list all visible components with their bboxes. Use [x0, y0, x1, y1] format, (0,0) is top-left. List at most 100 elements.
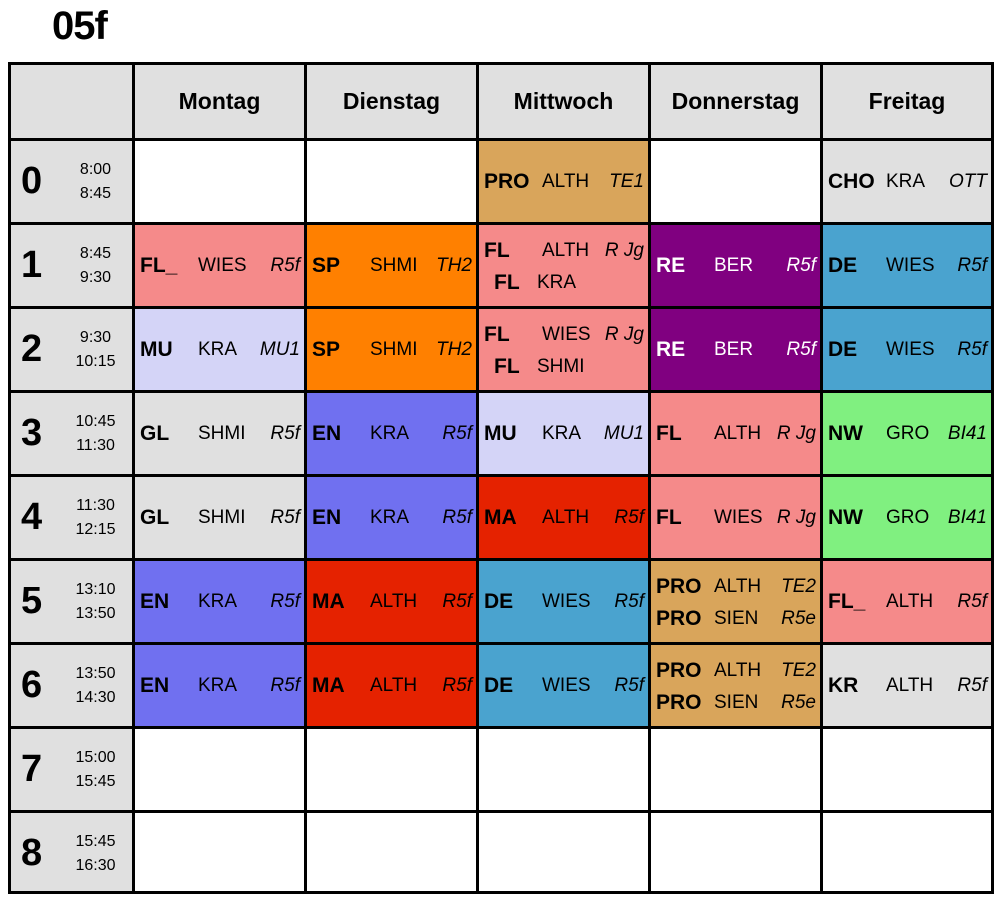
lesson-cell[interactable]: NW GRO BI41: [823, 393, 991, 474]
lesson-cell[interactable]: DE WIES R5f: [823, 309, 991, 390]
lesson-cell[interactable]: FL_ ALTH R5f: [823, 561, 991, 642]
lesson-cell[interactable]: PRO ALTH TE2 PRO SIEN R5e: [651, 645, 820, 726]
period-label: 6 13:50 14:30: [11, 645, 132, 726]
lesson-cell[interactable]: [307, 141, 476, 222]
teacher-code: KRA: [198, 338, 238, 360]
teacher-code: KRA: [542, 422, 582, 444]
lesson-cell[interactable]: EN KRA R5f: [135, 645, 304, 726]
lesson-cell[interactable]: EN KRA R5f: [307, 393, 476, 474]
lesson-cell[interactable]: [823, 813, 991, 891]
room-code: R Jg: [604, 324, 644, 345]
lesson-cell[interactable]: DE WIES R5f: [823, 225, 991, 306]
lesson-cell[interactable]: MU KRA MU1: [479, 393, 648, 474]
lesson-cell[interactable]: PRO ALTH TE2 PRO SIEN R5e: [651, 561, 820, 642]
lesson-cell[interactable]: MU KRA MU1: [135, 309, 304, 390]
period-end-time: 16:30: [75, 856, 116, 874]
room-code: TE2: [781, 660, 816, 681]
period-number: 0: [21, 160, 43, 202]
teacher-code: WIES: [714, 506, 763, 528]
lesson-cell[interactable]: PRO ALTH TE1: [479, 141, 648, 222]
lesson-cell[interactable]: [651, 729, 820, 810]
teacher-code: WIES: [542, 324, 591, 345]
lesson-cell[interactable]: [135, 729, 304, 810]
lesson-entry: FL ALTH R Jg: [484, 237, 644, 265]
teacher-code: SHMI: [198, 506, 246, 528]
lesson-cell[interactable]: DE WIES R5f: [479, 561, 648, 642]
room-code: MU1: [259, 338, 300, 360]
lesson-cell[interactable]: RE BER R5f: [651, 309, 820, 390]
lesson-cell[interactable]: FL WIES R Jg: [651, 477, 820, 558]
room-code: R Jg: [776, 422, 816, 444]
teacher-code: SIEN: [714, 608, 759, 629]
teacher-code: KRA: [537, 272, 577, 293]
page-title: 05f: [52, 4, 108, 48]
lesson-cell[interactable]: FL_ WIES R5f: [135, 225, 304, 306]
lesson-cell[interactable]: EN KRA R5f: [307, 477, 476, 558]
period-times: 8:00 8:45: [65, 141, 126, 222]
lesson-entry: SP SHMI TH2: [312, 336, 472, 364]
lesson-cell[interactable]: [307, 729, 476, 810]
lesson-cell[interactable]: NW GRO BI41: [823, 477, 991, 558]
teacher-code: ALTH: [370, 590, 418, 612]
period-start-time: 15:00: [75, 748, 116, 766]
teacher-code: WIES: [198, 254, 247, 276]
teacher-code: GRO: [886, 422, 930, 444]
lesson-cell[interactable]: RE BER R5f: [651, 225, 820, 306]
period-label: 4 11:30 12:15: [11, 477, 132, 558]
room-code: R Jg: [776, 506, 816, 528]
lesson-cell[interactable]: FL WIES R Jg FL SHMI: [479, 309, 648, 390]
teacher-code: SHMI: [370, 338, 418, 360]
lesson-entry: PRO ALTH TE2: [656, 573, 816, 601]
lesson-cell[interactable]: SP SHMI TH2: [307, 309, 476, 390]
teacher-code: BER: [714, 254, 754, 276]
subject-code: MU: [140, 337, 173, 361]
subject-code: DE: [828, 337, 858, 361]
lesson-cell[interactable]: [823, 729, 991, 810]
lesson-cell[interactable]: MA ALTH R5f: [479, 477, 648, 558]
lesson-cell[interactable]: [135, 141, 304, 222]
period-label: 1 8:45 9:30: [11, 225, 132, 306]
header-corner: [11, 65, 132, 138]
lesson-cell[interactable]: [479, 729, 648, 810]
lesson-cell[interactable]: EN KRA R5f: [135, 561, 304, 642]
lesson-cell[interactable]: DE WIES R5f: [479, 645, 648, 726]
lesson-cell[interactable]: SP SHMI TH2: [307, 225, 476, 306]
lesson-cell[interactable]: CHO KRA OTT: [823, 141, 991, 222]
teacher-code: GRO: [886, 506, 930, 528]
lesson-entry: EN KRA R5f: [140, 672, 300, 700]
period-end-time: 12:15: [75, 520, 116, 538]
lesson-entry: MA ALTH R5f: [484, 504, 644, 532]
teacher-code: SHMI: [537, 356, 585, 377]
subject-code: MA: [484, 505, 517, 529]
lesson-cell[interactable]: MA ALTH R5f: [307, 561, 476, 642]
lesson-entry: NW GRO BI41: [828, 504, 987, 532]
day-header: Donnerstag: [651, 65, 820, 138]
lesson-cell[interactable]: FL ALTH R Jg FL KRA: [479, 225, 648, 306]
lesson-cell[interactable]: GL SHMI R5f: [135, 393, 304, 474]
subject-code: PRO: [484, 169, 530, 193]
subject-code: FL_: [140, 253, 178, 277]
lesson-cell[interactable]: [307, 813, 476, 891]
period-times: 15:00 15:45: [65, 729, 126, 810]
lesson-cell[interactable]: [651, 813, 820, 891]
teacher-code: KRA: [370, 422, 410, 444]
room-code: R5f: [270, 254, 300, 276]
lesson-cell[interactable]: [135, 813, 304, 891]
lesson-cell[interactable]: FL ALTH R Jg: [651, 393, 820, 474]
lesson-entry: GL SHMI R5f: [140, 420, 300, 448]
lesson-entry: PRO SIEN R5e: [656, 605, 816, 633]
subject-code: EN: [312, 421, 342, 445]
subject-code: CHO: [828, 169, 875, 193]
lesson-cell[interactable]: MA ALTH R5f: [307, 645, 476, 726]
lesson-cell[interactable]: [651, 141, 820, 222]
room-code: BI41: [947, 422, 987, 444]
lesson-cell[interactable]: [479, 813, 648, 891]
lesson-cell[interactable]: KR ALTH R5f: [823, 645, 991, 726]
room-code: OTT: [949, 170, 987, 192]
teacher-code: WIES: [886, 254, 935, 276]
teacher-code: KRA: [886, 170, 926, 192]
lesson-cell[interactable]: GL SHMI R5f: [135, 477, 304, 558]
subject-code: FL: [484, 239, 510, 262]
lesson-entry: RE BER R5f: [656, 252, 816, 280]
room-code: R5f: [270, 590, 300, 612]
